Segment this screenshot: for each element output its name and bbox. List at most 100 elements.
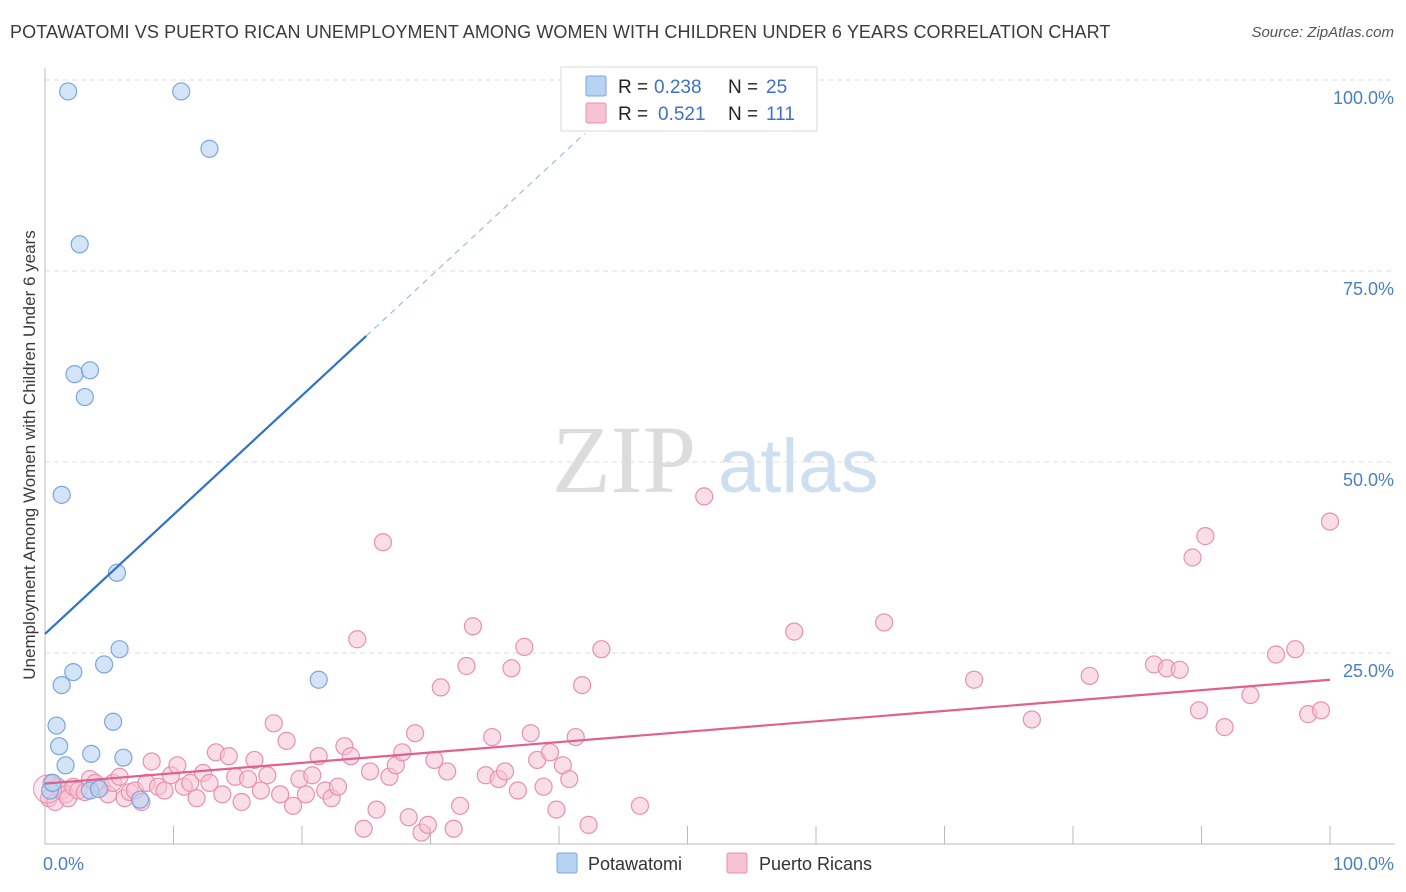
puerto-ricans-point-41 <box>271 785 290 804</box>
potawatomi-point-23 <box>309 670 328 689</box>
puerto-ricans-point-30 <box>200 773 219 792</box>
potawatomi-point-20 <box>130 790 150 809</box>
puerto-ricans-point-66 <box>431 678 450 697</box>
legend: R = 0.238 N = 25 R = 0.521 N = 111 <box>560 66 818 132</box>
puerto-ricans-point-64 <box>418 815 438 835</box>
puerto-ricans-point-86 <box>566 727 585 747</box>
puerto-ricans-point-38 <box>251 781 270 800</box>
potawatomi-point-12 <box>80 361 100 380</box>
puerto-ricans-point-39 <box>258 766 277 785</box>
potawatomi-point-5 <box>56 756 75 775</box>
puerto-ricans-point-88 <box>579 815 598 835</box>
puerto-ricans-point-91 <box>695 487 714 506</box>
legend-r-label-2: R = <box>618 104 648 125</box>
bottom-legend-puerto-ricans: Puerto Ricans <box>759 854 872 874</box>
puerto-ricans-point-81 <box>534 777 553 796</box>
bottom-legend: Potawatomi Puerto Ricans <box>556 852 872 874</box>
puerto-ricans-point-89 <box>592 640 611 659</box>
potawatomi-point-16 <box>104 712 123 731</box>
puerto-ricans-point-21 <box>142 752 161 771</box>
legend-n-value-1: 25 <box>766 77 787 98</box>
potawatomi-point-24 <box>89 779 109 799</box>
potawatomi-point-10 <box>70 235 89 254</box>
potawatomi-point-2 <box>47 716 66 735</box>
puerto-ricans-point-99 <box>1170 660 1189 679</box>
puerto-ricans-point-102 <box>1196 527 1215 546</box>
potawatomi-point-7 <box>59 82 78 101</box>
puerto-ricans-point-43 <box>283 796 303 815</box>
potawatomi-point-4 <box>52 675 71 695</box>
watermark-zip: ZIP <box>552 406 696 513</box>
puerto-ricans-point-68 <box>444 819 463 838</box>
y-axis-label: Unemployment Among Women with Children U… <box>20 230 39 679</box>
potawatomi-point-17 <box>107 563 127 582</box>
puerto-ricans-point-94 <box>964 670 984 689</box>
puerto-ricans-point-85 <box>560 769 579 789</box>
legend-n-value-2: 111 <box>766 104 795 125</box>
trend-lines <box>44 133 1331 785</box>
bottom-legend-potawatomi: Potawatomi <box>588 854 682 874</box>
puerto-ricans-point-83 <box>547 800 566 819</box>
bottom-legend-swatch-potawatomi <box>556 852 578 874</box>
puerto-ricans-point-60 <box>393 743 412 762</box>
puerto-ricans-point-36 <box>238 769 258 789</box>
puerto-ricans-point-28 <box>187 789 206 808</box>
chart-source: Source: ZipAtlas.com <box>1251 24 1394 41</box>
puerto-ricans-point-100 <box>1183 548 1202 567</box>
puerto-ricans-point-52 <box>341 747 360 766</box>
legend-swatch-puerto-ricans <box>585 102 607 124</box>
puerto-ricans-point-109 <box>1320 512 1340 531</box>
potawatomi-point-22 <box>200 139 219 158</box>
puerto-ricans-point-45 <box>296 785 315 804</box>
legend-swatch-potawatomi <box>585 75 607 97</box>
puerto-ricans-point-90 <box>630 796 650 815</box>
chart-title: POTAWATOMI VS PUERTO RICAN UNEMPLOYMENT … <box>10 22 1111 42</box>
y-tick-label-3: 100.0% <box>1333 88 1394 108</box>
puerto-ricans-point-108 <box>1311 701 1331 720</box>
puerto-ricans-point-104 <box>1241 685 1260 705</box>
puerto-ricans-point-79 <box>521 724 540 743</box>
legend-r-value-2: 0.521 <box>658 104 706 125</box>
tick-labels: 25.0% 50.0% 75.0% 100.0% 0.0% 100.0% <box>43 88 1394 874</box>
potawatomi-point-3 <box>50 737 69 756</box>
puerto-ricans-point-75 <box>495 762 515 781</box>
puerto-ricans-point-40 <box>264 714 283 733</box>
puerto-ricans-point-70 <box>457 656 476 676</box>
puerto-ricans-point-82 <box>540 743 560 762</box>
puerto-ricans-point-33 <box>219 747 238 766</box>
potawatomi-trend-extension <box>365 133 586 337</box>
puerto-ricans-point-57 <box>373 533 393 552</box>
puerto-ricans-point-61 <box>399 808 418 827</box>
legend-r-value-1: 0.238 <box>654 77 702 98</box>
potawatomi-point-6 <box>52 485 71 504</box>
legend-n-label-1: N = <box>728 77 758 98</box>
y-tick-label-2: 75.0% <box>1343 279 1394 299</box>
puerto-ricans-point-50 <box>328 777 348 796</box>
puerto-ricans-point-27 <box>181 773 200 792</box>
puerto-ricans-point-106 <box>1286 640 1305 659</box>
x-tick-label-1: 100.0% <box>1333 854 1394 874</box>
puerto-ricans-point-105 <box>1266 645 1286 664</box>
potawatomi-point-18 <box>110 640 129 659</box>
puerto-ricans-point-93 <box>875 613 894 632</box>
legend-n-label-2: N = <box>728 104 758 125</box>
puerto-ricans-point-37 <box>245 750 264 770</box>
puerto-ricans-point-55 <box>361 762 380 781</box>
puerto-ricans-point-77 <box>508 781 527 800</box>
puerto-ricans-point-96 <box>1080 666 1099 686</box>
puerto-ricans-point-32 <box>213 785 232 804</box>
puerto-ricans-point-46 <box>303 766 322 785</box>
potawatomi-point-13 <box>82 744 101 763</box>
puerto-ricans-point-71 <box>463 617 483 636</box>
puerto-ricans-point-25 <box>168 756 187 775</box>
bottom-legend-swatch-puerto-ricans <box>726 852 748 874</box>
puerto-ricans-point-54 <box>354 819 373 838</box>
puerto-ricans-point-103 <box>1215 718 1234 737</box>
potawatomi-point-15 <box>95 655 114 674</box>
potawatomi-point-11 <box>75 387 94 407</box>
puerto-ricans-point-42 <box>277 731 296 750</box>
potawatomi-trend-line <box>44 335 367 635</box>
watermark-atlas: atlas <box>718 424 879 509</box>
x-tick-label-0: 0.0% <box>43 854 84 874</box>
puerto-ricans-point-56 <box>367 800 386 819</box>
